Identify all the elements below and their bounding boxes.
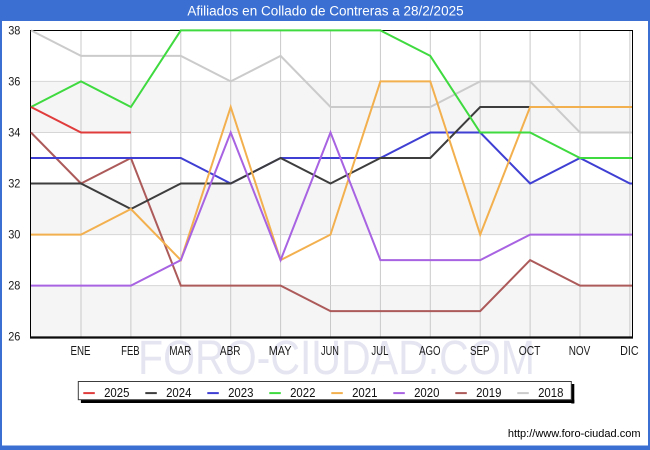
svg-text:2023: 2023 — [228, 385, 253, 400]
svg-text:ENE: ENE — [70, 344, 90, 358]
svg-text:AGO: AGO — [419, 344, 441, 358]
svg-text:FEB: FEB — [121, 344, 140, 358]
svg-text:MAR: MAR — [169, 344, 191, 358]
svg-text:2021: 2021 — [352, 385, 377, 400]
svg-text:32: 32 — [8, 176, 20, 190]
svg-text:DIC: DIC — [620, 344, 639, 358]
svg-text:Afiliados en Collado de Contre: Afiliados en Collado de Contreras a 28/2… — [187, 4, 463, 19]
svg-text:2019: 2019 — [476, 385, 501, 400]
svg-text:ABR: ABR — [220, 344, 241, 358]
svg-text:26: 26 — [8, 330, 20, 344]
svg-text:MAY: MAY — [269, 344, 292, 358]
svg-text:JUN: JUN — [321, 344, 339, 358]
svg-text:JUL: JUL — [371, 344, 388, 358]
svg-text:36: 36 — [8, 74, 20, 88]
svg-text:38: 38 — [8, 23, 20, 37]
svg-text:2020: 2020 — [414, 385, 439, 400]
svg-text:2025: 2025 — [104, 385, 129, 400]
svg-text:http://www.foro-ciudad.com: http://www.foro-ciudad.com — [508, 428, 641, 440]
svg-text:OCT: OCT — [519, 344, 541, 358]
svg-text:SEP: SEP — [470, 344, 490, 358]
svg-text:NOV: NOV — [569, 344, 591, 358]
svg-text:2024: 2024 — [166, 385, 191, 400]
svg-text:30: 30 — [8, 228, 20, 242]
svg-text:2018: 2018 — [538, 385, 563, 400]
svg-text:FORO-CIUDAD.COM: FORO-CIUDAD.COM — [138, 332, 535, 385]
svg-text:34: 34 — [8, 125, 20, 139]
svg-text:2022: 2022 — [290, 385, 315, 400]
svg-text:28: 28 — [8, 279, 20, 293]
